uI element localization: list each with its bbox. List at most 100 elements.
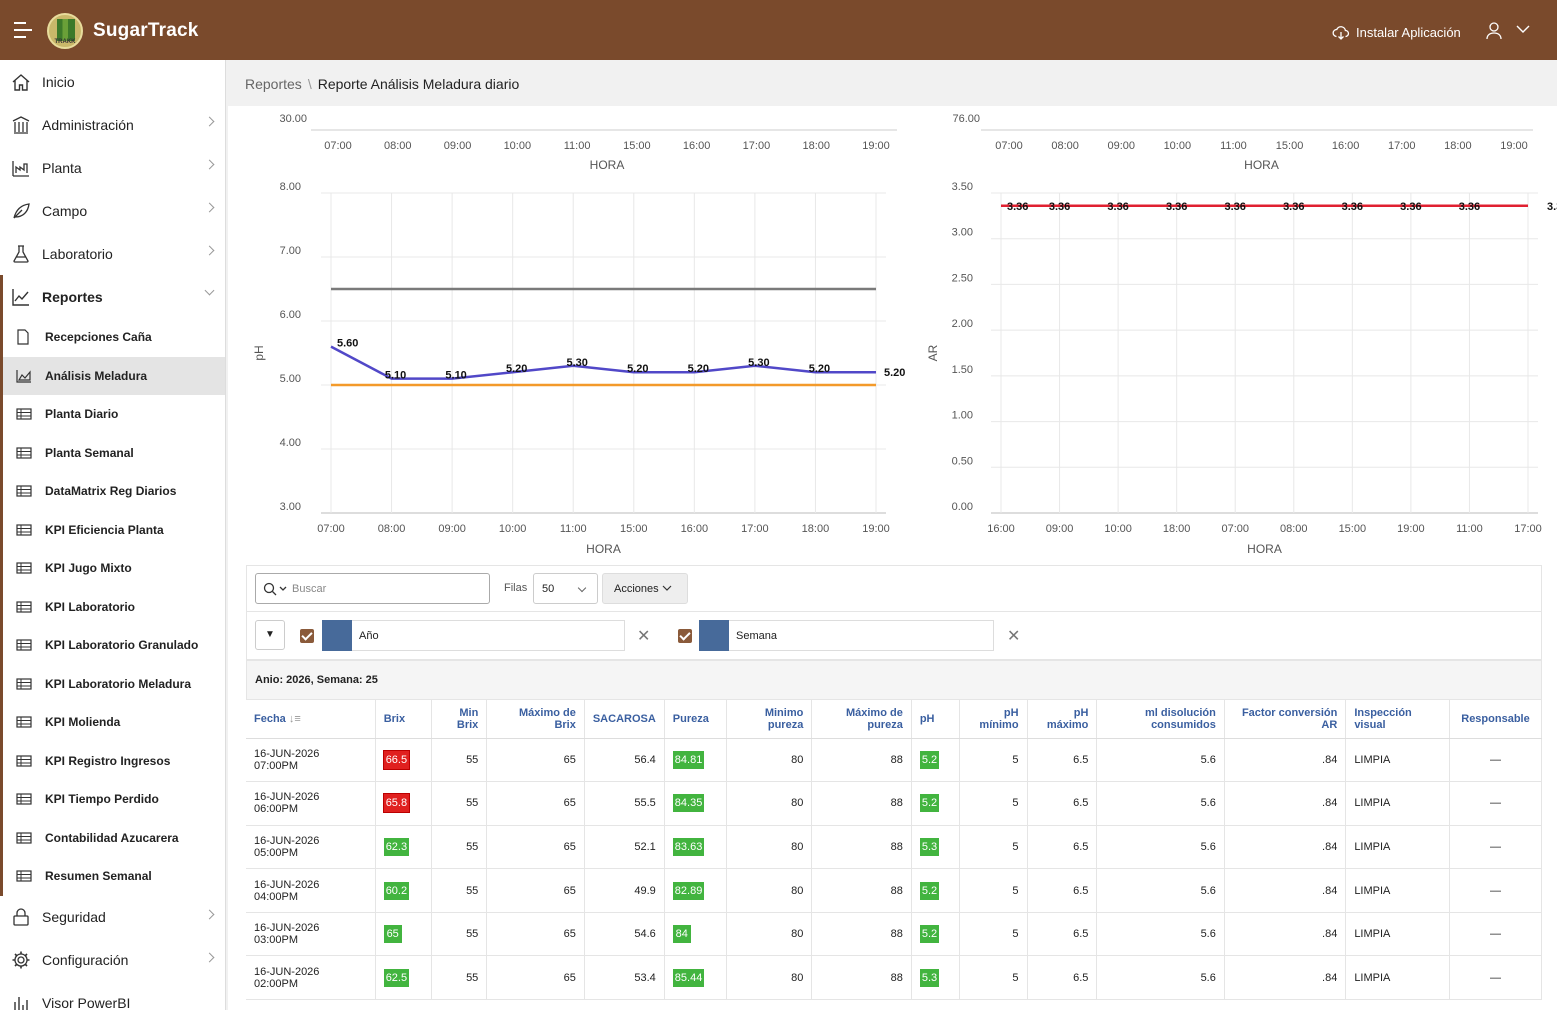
data-label: 5.20 [809,363,830,375]
sidebar-subitem[interactable]: KPI Tiempo Perdido [0,780,225,819]
table-row[interactable]: 16-JUN-2026 03:00PM 65 55 65 54.6 84 80 88 5.2 5 6.… [246,912,1543,957]
table-row[interactable]: 16-JUN-2026 04:00PM 60.2 55 65 49.9 82.89 80 88 5… [246,868,1543,913]
chevron-right-icon [204,952,215,962]
sidebar-item-label: Inicio [42,73,75,90]
remove-filter-semana-icon[interactable]: ✕ [1007,628,1021,645]
actions-button[interactable]: Acciones [602,573,688,604]
column-header[interactable]: Factor conversión AR [1224,700,1347,739]
sidebar-subitem[interactable]: DataMatrix Reg Diarios [0,472,225,511]
column-header-label: Responsable [1461,712,1530,725]
sidebar-item-campo[interactable]: Campo [0,189,225,232]
chevron-down-icon [204,285,215,296]
column-header[interactable]: pH [911,700,960,739]
table-row[interactable]: 16-JUN-2026 02:00PM 62.5 55 65 53.4 85.44 80 88 5… [246,955,1543,1001]
sidebar-item-administracion[interactable]: Administración [0,103,225,146]
table-cell-max_pur: 88 [811,868,912,913]
sidebar-subitem[interactable]: KPI Jugo Mixto [0,549,225,588]
column-header[interactable]: Máximo de pureza [811,700,912,739]
data-label: 5.60 [337,338,358,350]
search-input[interactable]: Buscar [292,582,327,595]
sidebar-subitem[interactable]: KPI Laboratorio [0,587,225,626]
sidebar-item-laboratorio[interactable]: Laboratorio [0,232,225,275]
y-tick-label: 8.00 [280,181,301,193]
x-axis-title: HORA [586,542,621,556]
sidebar-item-visor-powerbi[interactable]: Visor PowerBI [0,982,225,1010]
x-tick-label: 17:00 [741,523,769,535]
sidebar-subitem[interactable]: KPI Laboratorio Granulado [0,626,225,665]
table-cell-sacarosa: 49.9 [584,868,665,913]
table-icon [16,677,32,691]
table-row[interactable]: 16-JUN-2026 05:00PM 62.3 55 65 52.1 83.63 80 88 5… [246,825,1543,870]
data-label: 3.36 [1049,201,1070,213]
app-name[interactable]: SugarTrack [93,20,199,41]
top-tick-label: 19:00 [862,140,890,152]
column-header-label: Brix [383,712,406,725]
table-row[interactable]: 16-JUN-2026 07:00PM 66.5 55 65 56.4 84.81 80 88 5… [246,738,1543,783]
filter-checkbox-semana[interactable] [678,629,692,643]
table-icon [16,446,32,460]
rows-per-page-select[interactable]: 50 [533,573,598,604]
table-cell-pureza: 83.63 [664,825,727,870]
sidebar-subitem[interactable]: KPI Laboratorio Meladura [0,664,225,703]
area-chart-icon [16,369,32,383]
toggle-filters-button[interactable]: ▼ [255,620,285,650]
sidebar-subitem-label: Análisis Meladura [45,368,148,383]
column-header[interactable]: Minimo pureza [726,700,813,739]
column-header[interactable]: Min Brix [431,700,488,739]
data-label: 3.36 [1225,201,1246,213]
filter-semana[interactable]: Semana [699,620,994,651]
sidebar-subitem[interactable]: Recepciones Caña [0,318,225,357]
install-app-button[interactable]: Instalar Aplicación [1332,24,1461,40]
column-header[interactable]: pH máximo [1027,700,1098,739]
sidebar-item-seguridad[interactable]: Seguridad [0,896,225,939]
sidebar-item-configuracion[interactable]: Configuración [0,939,225,982]
table-cell-min_brix: 55 [431,781,488,826]
column-header[interactable]: Brix [375,700,432,739]
column-header[interactable]: ml disolución consumidos [1096,700,1225,739]
column-header[interactable]: SACAROSA [584,700,665,739]
sidebar-item-planta[interactable]: Planta [0,146,225,189]
x-tick-label: 18:00 [1163,523,1191,535]
column-header[interactable]: pH mínimo [959,700,1028,739]
value-badge: 5.2 [919,881,940,900]
column-header[interactable]: Pureza [664,700,727,739]
user-icon[interactable] [1486,22,1502,40]
app-logo[interactable]: TRAKK [47,13,83,49]
remove-filter-ano-icon[interactable]: ✕ [637,628,651,645]
sidebar-subitem[interactable]: KPI Molienda [0,703,225,742]
table-cell-insp: LIMPIA [1345,738,1450,783]
column-header-label: Máximo de Brix [518,706,576,731]
sidebar-subitem-label: KPI Eficiencia Planta [45,522,164,537]
column-header[interactable]: Responsable [1449,700,1543,739]
table-cell-fecha: 16-JUN-2026 02:00PM [246,955,376,1001]
column-header[interactable]: Máximo de Brix [486,700,585,739]
table-cell-brix: 62.3 [375,825,432,870]
top-axis-title: HORA [590,158,625,172]
sidebar-subitem-label: KPI Laboratorio [45,599,136,614]
sidebar-subitem[interactable]: Planta Semanal [0,433,225,472]
y-tick-label: 7.00 [280,245,301,257]
chevron-down-icon[interactable] [1516,22,1530,36]
menu-icon[interactable] [14,22,34,38]
sidebar-subitem[interactable]: Resumen Semanal [0,857,225,896]
sidebar-subitem[interactable]: Análisis Meladura [0,356,225,395]
sidebar-subitem[interactable]: Planta Diario [0,395,225,434]
column-header[interactable]: Fecha ↓≡ [246,700,376,739]
search-field[interactable]: Buscar [255,573,490,604]
column-header[interactable]: Inspección visual [1345,700,1450,739]
filter-label: Semana [736,629,777,642]
sidebar-item-reportes[interactable]: Reportes [0,275,225,318]
sidebar-subitem-label: Contabilidad Azucarera [45,830,179,845]
filter-ano[interactable]: Año [322,620,625,651]
sidebar-subitem[interactable]: Contabilidad Azucarera [0,818,225,857]
sidebar-subitem[interactable]: KPI Registro Ingresos [0,741,225,780]
table-cell-ml: 5.6 [1096,781,1225,826]
sidebar-item-inicio[interactable]: Inicio [0,60,225,103]
filter-checkbox-ano[interactable] [300,629,314,643]
sidebar-subitem[interactable]: KPI Eficiencia Planta [0,510,225,549]
table-row[interactable]: 16-JUN-2026 06:00PM 65.8 55 65 55.5 84.35 80 88 5… [246,781,1543,826]
table-cell-ml: 5.6 [1096,955,1225,1001]
top-tick-label: 19:00 [1500,140,1528,152]
breadcrumb-parent-link[interactable]: Reportes [245,76,302,92]
table-cell-insp: LIMPIA [1345,955,1450,1001]
